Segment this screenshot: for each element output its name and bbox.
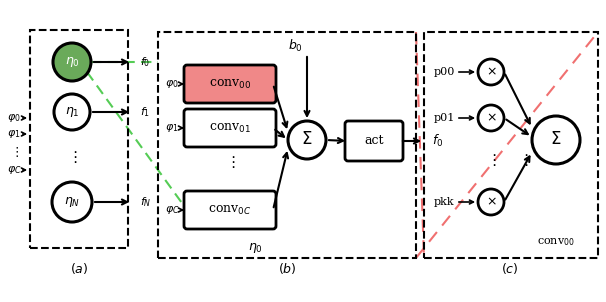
Text: $\times$: $\times$ [485,195,496,208]
Text: $f_N$: $f_N$ [140,195,152,209]
Text: $\vdots$: $\vdots$ [486,152,496,168]
Text: conv$_{00}$: conv$_{00}$ [537,236,575,248]
Text: p00: p00 [433,67,454,77]
Circle shape [478,105,504,131]
Text: $\vdots$: $\vdots$ [225,154,235,170]
Text: pkk: pkk [434,197,454,207]
Circle shape [288,121,326,159]
FancyBboxPatch shape [184,65,276,103]
Text: $\eta_1$: $\eta_1$ [65,105,79,119]
Text: $f_0$: $f_0$ [140,55,150,69]
Text: $\vdots$: $\vdots$ [10,145,18,159]
FancyBboxPatch shape [184,191,276,229]
FancyBboxPatch shape [184,109,276,147]
Circle shape [53,43,91,81]
Text: $\times$: $\times$ [485,111,496,124]
Text: $\varphi_0$: $\varphi_0$ [7,112,21,124]
Text: $\eta_N$: $\eta_N$ [64,195,80,209]
Text: $f_0$: $f_0$ [432,133,444,149]
Text: $\varphi_1$: $\varphi_1$ [165,122,179,134]
Text: $b_0$: $b_0$ [287,38,302,54]
Text: act: act [364,134,384,147]
Text: conv$_{01}$: conv$_{01}$ [209,121,251,135]
Text: $\times$: $\times$ [485,66,496,79]
Bar [424,32,598,258]
Text: $f_1$: $f_1$ [140,105,150,119]
Text: conv$_{0C}$: conv$_{0C}$ [208,204,251,217]
Bar [30,30,128,248]
Text: $\Sigma$: $\Sigma$ [550,131,562,149]
Circle shape [478,59,504,85]
Text: $\eta_0$: $\eta_0$ [64,55,79,69]
Circle shape [52,182,92,222]
FancyBboxPatch shape [345,121,403,161]
Text: $\varphi_C$: $\varphi_C$ [165,204,179,216]
Text: $\varphi_C$: $\varphi_C$ [7,164,21,176]
Circle shape [478,189,504,215]
Text: $\vdots$: $\vdots$ [67,149,77,165]
Text: $\varphi_1$: $\varphi_1$ [7,128,21,140]
Text: $(a)$: $(a)$ [70,261,88,275]
Circle shape [54,94,90,130]
Text: p01: p01 [433,113,454,123]
Text: $(c)$: $(c)$ [501,261,519,275]
Circle shape [532,116,580,164]
Bar [158,32,416,258]
Text: conv$_{00}$: conv$_{00}$ [209,77,251,91]
Text: $(b)$: $(b)$ [278,261,296,275]
Text: $\varphi_0$: $\varphi_0$ [165,78,179,90]
Text: $\vdots$: $\vdots$ [518,152,528,168]
Text: $\Sigma$: $\Sigma$ [301,131,313,149]
Text: $\eta_0$: $\eta_0$ [247,241,262,255]
